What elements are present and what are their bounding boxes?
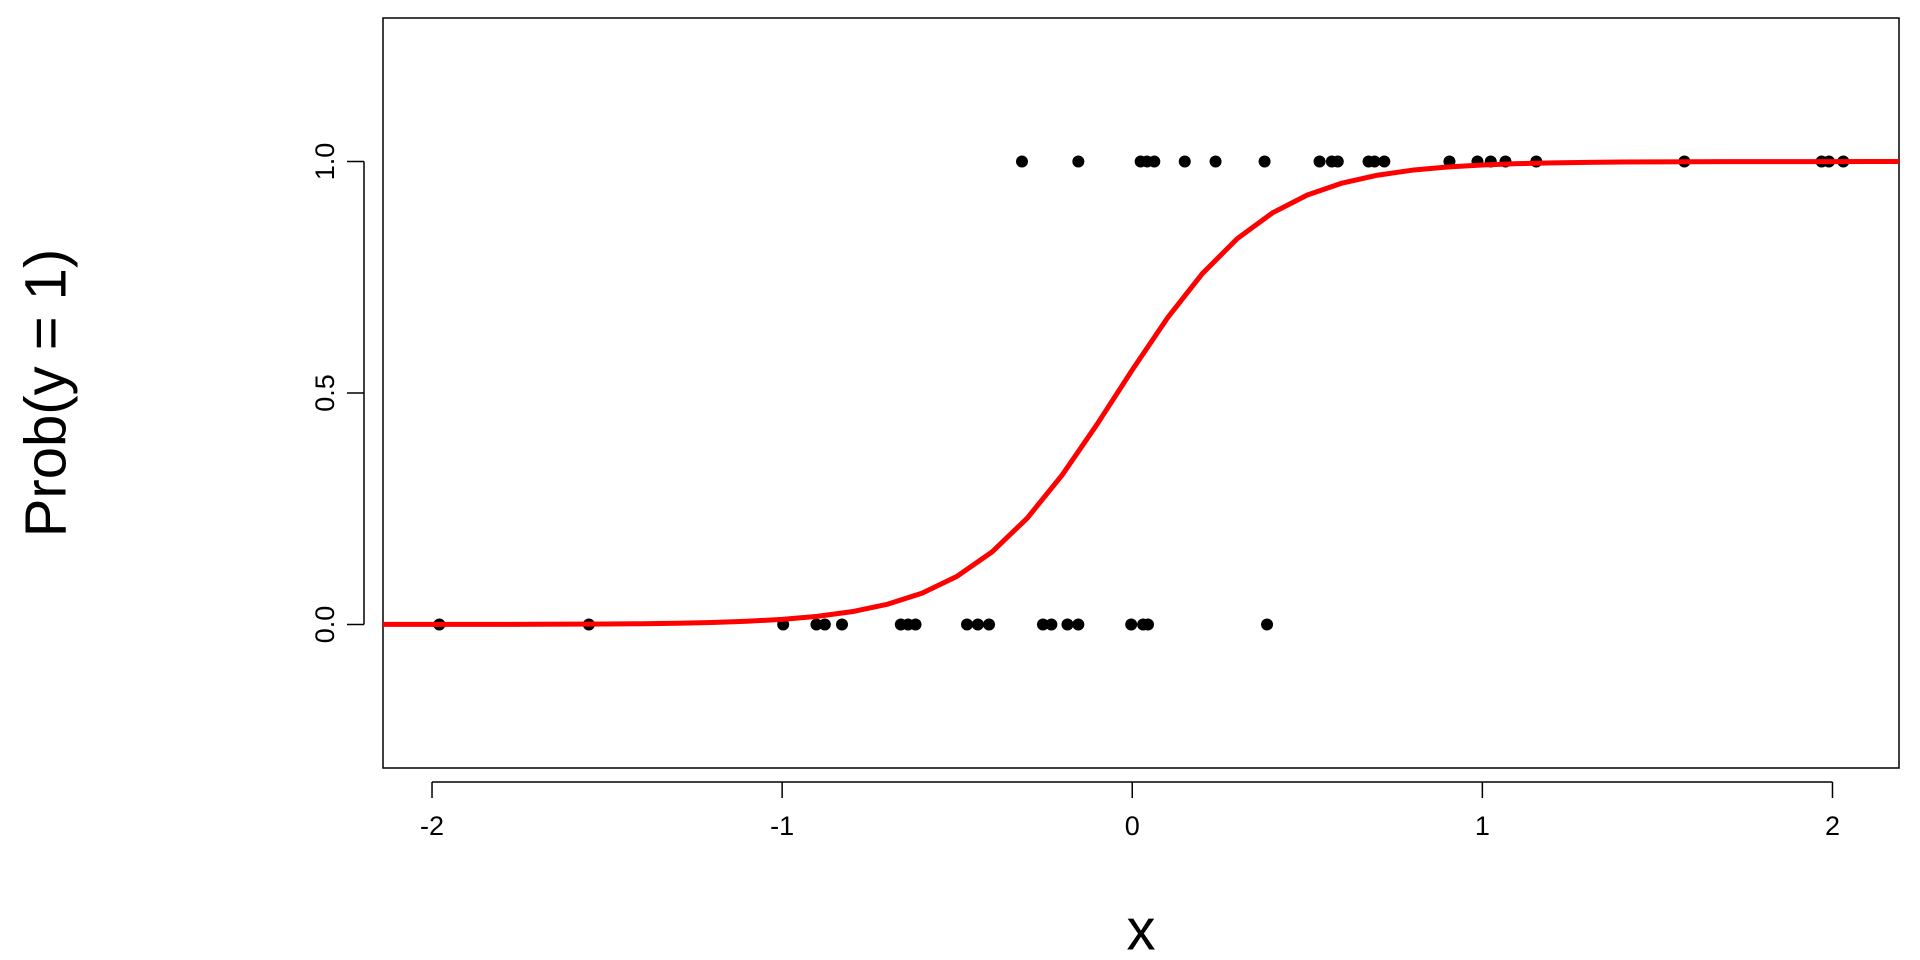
curve xyxy=(383,159,1899,627)
data-point xyxy=(1125,618,1138,631)
plot-frame xyxy=(382,17,1900,769)
data-point xyxy=(1313,155,1326,168)
y-tick-label: 1.0 xyxy=(310,143,340,181)
data-point xyxy=(1142,618,1155,631)
data-point xyxy=(1061,618,1074,631)
data-point xyxy=(1331,155,1344,168)
data-point xyxy=(1072,618,1085,631)
x-tick-label: 1 xyxy=(1475,811,1490,841)
data-point xyxy=(1178,155,1191,168)
data-point xyxy=(810,618,823,631)
data-point xyxy=(1148,155,1161,168)
data-point xyxy=(818,618,831,631)
data-point xyxy=(909,618,922,631)
data-point xyxy=(1209,155,1222,168)
x-axis-title: x xyxy=(1127,897,1156,960)
y-tick-label: 0.5 xyxy=(310,374,340,412)
data-point xyxy=(960,618,973,631)
data-point xyxy=(983,618,996,631)
x-tick-label: 0 xyxy=(1125,811,1140,841)
data-point xyxy=(1261,618,1274,631)
data-point xyxy=(1036,618,1049,631)
data-point xyxy=(971,618,984,631)
x-tick-label: -1 xyxy=(770,811,794,841)
data-point xyxy=(1045,618,1058,631)
y-tick-label: 0.0 xyxy=(310,606,340,644)
x-tick-label: 2 xyxy=(1825,811,1840,841)
data-point xyxy=(1015,155,1028,168)
x-tick-label: -2 xyxy=(420,811,444,841)
y-axis-title: Prob(y = 1) xyxy=(13,249,78,538)
data-point xyxy=(836,618,849,631)
plot-area xyxy=(383,155,1899,631)
data-point xyxy=(1368,155,1381,168)
data-point xyxy=(1072,155,1085,168)
data-point xyxy=(1258,155,1271,168)
data-point xyxy=(1378,155,1391,168)
